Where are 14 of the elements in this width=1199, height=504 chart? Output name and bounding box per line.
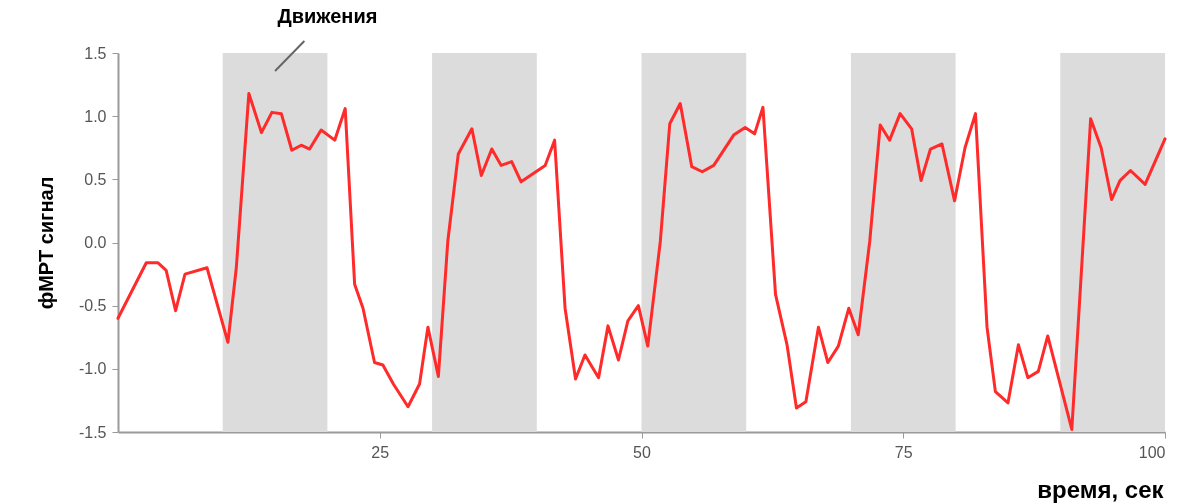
x-tick-label: 50 [633, 443, 651, 461]
x-axis-title: время, сек [1037, 475, 1165, 503]
y-tick-label: -1.5 [78, 423, 107, 441]
x-tick-label: 25 [371, 443, 390, 461]
y-axis-title: фМРТ сигнал [34, 176, 57, 310]
y-tick-label: 1.0 [84, 107, 107, 125]
band-label: Движения [277, 5, 378, 27]
y-tick-label: 0.0 [84, 234, 107, 251]
y-tick-label: -1.0 [78, 360, 107, 378]
x-tick-label: 100 [1138, 443, 1166, 461]
y-tick-label: 0.5 [84, 170, 107, 188]
y-tick-label: 1.5 [84, 44, 107, 62]
y-tick-label: -0.5 [78, 297, 107, 315]
x-tick-label: 75 [894, 443, 913, 461]
